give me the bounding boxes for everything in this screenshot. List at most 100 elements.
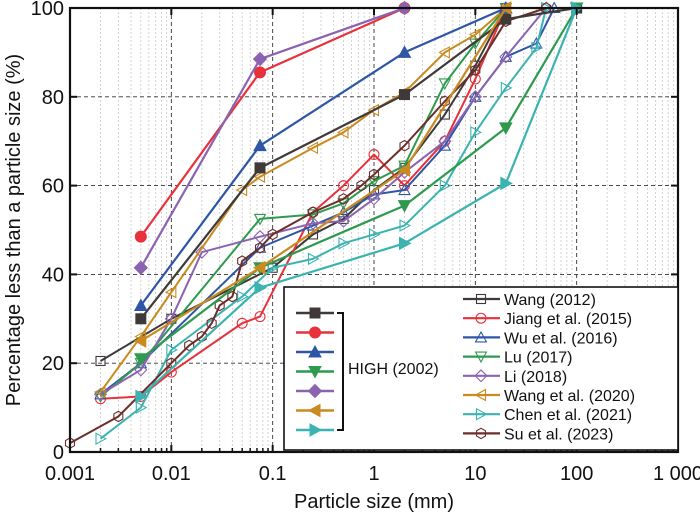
data-point xyxy=(338,193,349,205)
data-point xyxy=(306,219,320,231)
series-high-2002-5 xyxy=(133,0,412,275)
data-point xyxy=(337,205,350,218)
data-point xyxy=(338,236,351,250)
data-point xyxy=(397,200,412,213)
data-point xyxy=(133,334,147,348)
data-point xyxy=(253,241,267,253)
data-point xyxy=(195,245,209,259)
data-point xyxy=(95,355,106,367)
legend-marker xyxy=(307,383,323,399)
data-point xyxy=(227,290,238,303)
data-point xyxy=(438,78,452,91)
data-point xyxy=(133,353,148,366)
x-tick-label: 100 xyxy=(560,463,593,485)
data-point xyxy=(135,389,148,404)
legend-marker xyxy=(309,423,323,437)
data-point xyxy=(468,90,482,104)
legend-studies: Wang (2012) Jiang et al. (2015) Wu et al. … xyxy=(463,292,635,443)
data-point xyxy=(254,280,268,295)
x-tick-label: 1 xyxy=(368,463,379,485)
series-line xyxy=(100,7,507,400)
legend-high-group xyxy=(296,307,334,437)
legend-study-entry: Jiang et al. (2015) xyxy=(463,311,632,328)
legend-marker xyxy=(475,407,488,421)
data-point xyxy=(254,241,266,254)
legend-label: Li (2018) xyxy=(504,369,567,386)
data-point xyxy=(164,285,177,299)
legend-marker xyxy=(475,312,487,324)
legend-study-entry: Su et al. (2023) xyxy=(463,426,613,443)
legend-group-label: HIGH (2002) xyxy=(348,361,439,378)
legend-label: Jiang et al. (2015) xyxy=(504,311,632,328)
data-point xyxy=(253,138,267,152)
data-point xyxy=(470,64,481,76)
legend-marker xyxy=(308,344,322,358)
data-point xyxy=(367,192,381,206)
legend-marker xyxy=(474,388,487,402)
data-point xyxy=(134,230,147,243)
data-point xyxy=(267,228,278,241)
series-line xyxy=(140,7,507,342)
y-tick-label: 20 xyxy=(42,353,64,375)
data-point xyxy=(306,209,320,222)
legend: HIGH (2002) Wang (2012) Jiang et al. (201… xyxy=(283,286,679,451)
data-point xyxy=(470,125,482,139)
legend-high-entry xyxy=(296,326,334,339)
data-point xyxy=(337,180,349,192)
legend-marker xyxy=(309,326,321,339)
data-point xyxy=(133,260,149,275)
data-point xyxy=(500,176,513,191)
data-point xyxy=(367,176,381,188)
data-point xyxy=(397,163,411,177)
data-point xyxy=(252,260,266,275)
legend-label: Wang et al. (2020) xyxy=(504,388,635,405)
data-point xyxy=(399,139,410,152)
legend-high-entry xyxy=(296,403,334,418)
data-point xyxy=(133,298,148,311)
legend-marker xyxy=(474,369,488,383)
legend-marker xyxy=(475,293,487,305)
data-point xyxy=(254,66,267,79)
legend-high-entry xyxy=(296,366,334,379)
data-point xyxy=(438,46,450,59)
legend-high-entry xyxy=(296,307,334,319)
data-point xyxy=(397,45,412,58)
legend-box xyxy=(283,286,679,451)
legend-high-entry xyxy=(296,344,334,358)
legend-study-entry: Chen et al. (2021) xyxy=(463,407,632,424)
y-tick-label: 100 xyxy=(31,0,64,20)
x-tick-label: 0.001 xyxy=(45,463,95,485)
legend-study-entry: Lu (2017) xyxy=(463,350,573,367)
data-point xyxy=(307,206,319,219)
series-line xyxy=(99,7,507,393)
data-point xyxy=(398,183,411,196)
legend-label: Lu (2017) xyxy=(504,350,573,367)
data-point xyxy=(438,139,452,151)
y-axis-title: Percentage less than a particle size (%) xyxy=(3,54,25,406)
y-tick-label: 0 xyxy=(53,442,64,464)
legend-high-entry xyxy=(296,383,334,399)
data-point xyxy=(306,141,319,155)
data-point xyxy=(267,261,280,275)
x-tick-label: 0.1 xyxy=(259,463,287,485)
data-point xyxy=(368,228,381,241)
y-tick-labels: 0 20 40 60 80 100 xyxy=(31,0,64,464)
data-point xyxy=(500,81,513,95)
legend-high-entry xyxy=(296,423,334,437)
data-point xyxy=(336,214,351,228)
data-point xyxy=(368,149,380,161)
data-point xyxy=(438,134,452,148)
data-point xyxy=(306,216,320,230)
data-point xyxy=(184,339,195,352)
data-point xyxy=(253,170,266,184)
data-point xyxy=(307,252,320,266)
legend-label: Wang (2012) xyxy=(504,292,596,309)
data-point xyxy=(206,317,217,330)
data-point xyxy=(93,385,106,399)
x-axis-title: Particle size (mm) xyxy=(294,491,454,513)
legend-marker xyxy=(308,366,322,379)
data-point xyxy=(468,28,481,41)
data-point xyxy=(399,219,412,232)
data-point xyxy=(356,179,367,192)
data-point xyxy=(531,41,543,55)
